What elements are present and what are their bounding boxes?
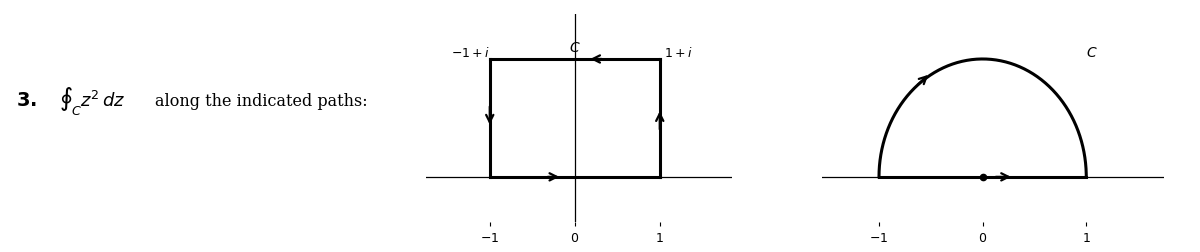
Text: $C$: $C$ — [569, 41, 581, 55]
Text: $\oint_C z^2\,dz$: $\oint_C z^2\,dz$ — [59, 85, 126, 117]
Text: $-1+i$: $-1+i$ — [450, 46, 490, 60]
Text: $\mathbf{3.}$: $\mathbf{3.}$ — [17, 92, 37, 110]
Text: $C$: $C$ — [1086, 46, 1098, 60]
Text: $1+i$: $1+i$ — [664, 46, 692, 60]
Text: $\bf{(a)}$: $\bf{(a)}$ — [566, 251, 592, 252]
Text: along the indicated paths:: along the indicated paths: — [155, 92, 367, 109]
Text: $\bf{(b)}$: $\bf{(b)}$ — [980, 251, 1006, 252]
